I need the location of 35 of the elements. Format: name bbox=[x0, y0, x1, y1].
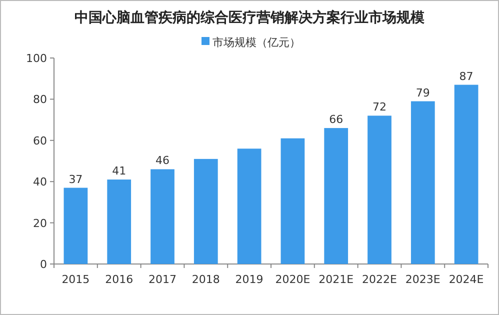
chart-title: 中国心脑血管疾病的综合医疗营销解决方案行业市场规模 bbox=[74, 9, 426, 26]
y-tick-label: 20 bbox=[33, 216, 47, 230]
data-label: 79 bbox=[416, 86, 430, 100]
bar bbox=[410, 101, 435, 264]
bar bbox=[150, 169, 174, 264]
data-label: 46 bbox=[156, 154, 170, 168]
data-label: 37 bbox=[68, 172, 83, 186]
y-tick-label: 60 bbox=[33, 134, 47, 148]
bar bbox=[454, 84, 478, 264]
data-label: 66 bbox=[329, 113, 344, 126]
bar bbox=[324, 128, 348, 264]
y-tick-label: 100 bbox=[26, 52, 47, 65]
x-tick-label: 2023E bbox=[405, 273, 440, 286]
y-tick-label: 80 bbox=[33, 93, 47, 106]
x-tick-label: 2018 bbox=[192, 273, 220, 286]
x-tick-label: 2019 bbox=[235, 273, 264, 286]
data-label: 72 bbox=[372, 100, 386, 114]
y-tick-label: 0 bbox=[40, 258, 47, 271]
bar bbox=[280, 138, 305, 264]
y-tick-label: 40 bbox=[33, 176, 47, 189]
x-tick-label: 2021E bbox=[318, 273, 354, 286]
x-tick-label: 2016 bbox=[105, 273, 134, 286]
bar bbox=[194, 158, 218, 264]
data-label: 87 bbox=[459, 70, 474, 83]
data-label: 41 bbox=[112, 164, 126, 178]
x-tick-label: 2024E bbox=[448, 273, 484, 286]
bar bbox=[64, 188, 88, 264]
bar bbox=[368, 116, 392, 264]
legend-label: 市场规模（亿元） bbox=[212, 36, 300, 49]
x-tick-label: 2020E bbox=[275, 273, 310, 286]
bar bbox=[237, 148, 262, 264]
bar bbox=[107, 180, 132, 264]
x-tick-label: 2015 bbox=[62, 273, 90, 286]
x-tick-label: 2017 bbox=[148, 273, 176, 286]
x-tick-label: 2022E bbox=[362, 273, 398, 286]
